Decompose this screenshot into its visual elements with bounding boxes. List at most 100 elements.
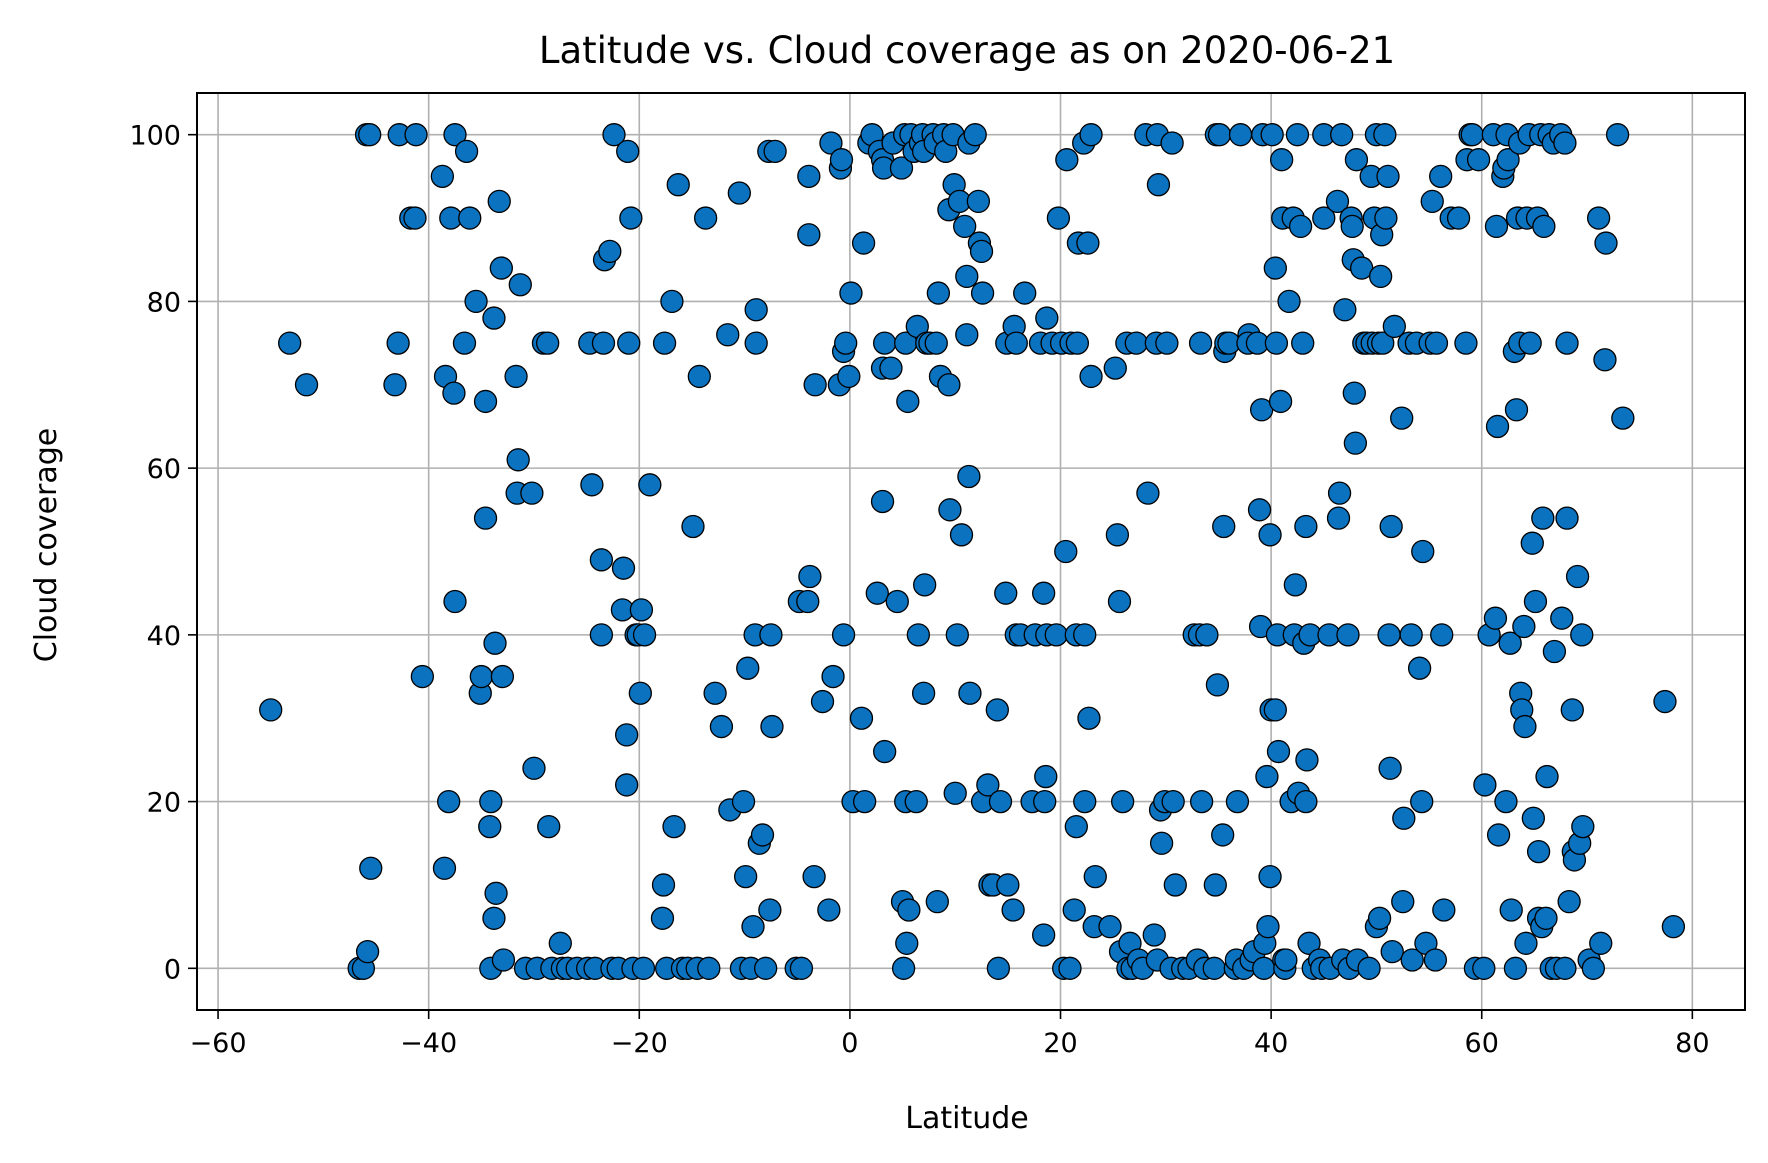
data-point <box>1295 748 1319 772</box>
data-point <box>1258 864 1282 889</box>
data-point <box>911 681 936 705</box>
data-point <box>404 123 428 147</box>
data-point <box>1342 381 1366 405</box>
data-point <box>1542 639 1567 664</box>
data-point <box>1256 914 1280 939</box>
data-point <box>1110 789 1135 814</box>
data-point <box>504 364 528 389</box>
data-point <box>1611 406 1635 430</box>
data-point <box>1411 539 1435 564</box>
data-point <box>733 864 758 889</box>
data-point <box>1330 123 1354 147</box>
data-point <box>1079 123 1103 147</box>
data-point <box>1105 523 1130 547</box>
data-point <box>1001 898 1025 922</box>
data-point <box>1400 948 1424 972</box>
data-point <box>1136 481 1160 505</box>
data-point <box>478 814 502 839</box>
data-point <box>1247 498 1272 522</box>
data-point <box>1211 823 1235 847</box>
data-point <box>891 956 916 980</box>
data-point <box>1460 123 1484 147</box>
data-point <box>1013 281 1037 305</box>
data-point <box>1494 789 1518 814</box>
data-point <box>945 623 969 647</box>
x-tick-label: −40 <box>400 1028 457 1059</box>
data-point <box>589 623 614 647</box>
data-point <box>548 931 572 955</box>
data-point <box>703 681 727 705</box>
data-point <box>1255 764 1279 789</box>
data-point <box>1202 956 1226 980</box>
chart-title: Latitude vs. Cloud coverage as on 2020-0… <box>539 29 1395 72</box>
data-point <box>479 789 503 814</box>
data-point <box>849 706 874 730</box>
data-point <box>1155 331 1179 355</box>
data-point <box>1423 948 1448 972</box>
data-point <box>925 889 949 914</box>
data-point <box>895 931 919 955</box>
data-point <box>1035 306 1059 330</box>
data-point <box>490 664 515 689</box>
data-point <box>1077 706 1101 730</box>
data-point <box>829 148 854 172</box>
data-point <box>852 789 877 814</box>
data-point <box>259 698 283 722</box>
data-point <box>1252 956 1276 980</box>
data-point <box>970 281 995 305</box>
x-tick-label: 60 <box>1465 1028 1499 1059</box>
data-point <box>1264 331 1289 355</box>
data-point <box>1570 623 1594 647</box>
data-point <box>758 898 782 922</box>
data-point <box>802 864 826 889</box>
data-point <box>797 164 821 189</box>
data-point <box>1283 573 1307 597</box>
data-point <box>611 556 636 580</box>
data-point <box>1565 564 1590 589</box>
data-point <box>976 773 1000 797</box>
data-point <box>889 156 914 180</box>
data-point <box>1357 956 1381 980</box>
data-point <box>1032 923 1056 947</box>
data-point <box>483 631 507 655</box>
data-point <box>458 206 482 230</box>
data-point <box>1146 173 1171 197</box>
data-point <box>1270 148 1294 172</box>
data-point <box>1373 123 1397 147</box>
data-point <box>872 331 897 355</box>
data-point <box>430 164 455 189</box>
data-point <box>1483 606 1508 630</box>
data-point <box>988 789 1013 814</box>
data-point <box>522 756 546 780</box>
data-point <box>1466 148 1491 172</box>
data-point <box>508 273 532 297</box>
data-point <box>355 939 380 964</box>
data-point <box>1555 331 1579 355</box>
data-point <box>819 131 843 155</box>
data-point <box>803 373 827 397</box>
data-point <box>1377 623 1401 647</box>
data-point <box>1160 131 1184 155</box>
data-point <box>1333 298 1357 322</box>
data-point <box>1420 189 1444 214</box>
data-point <box>810 689 835 714</box>
data-point <box>904 789 928 814</box>
data-point <box>651 873 676 897</box>
data-point <box>652 331 677 355</box>
data-point <box>1163 873 1187 897</box>
data-point <box>865 581 889 605</box>
data-point <box>1058 956 1082 980</box>
data-point <box>1407 656 1432 680</box>
y-tick-label: 20 <box>147 788 181 819</box>
data-point <box>662 814 686 839</box>
data-point <box>359 856 383 880</box>
data-point <box>1344 148 1369 172</box>
data-point <box>1076 231 1100 255</box>
data-point <box>1378 756 1402 780</box>
data-point <box>831 623 856 647</box>
data-point <box>1107 589 1132 614</box>
data-point <box>697 956 721 980</box>
data-point <box>403 206 427 230</box>
data-point <box>1532 214 1556 239</box>
